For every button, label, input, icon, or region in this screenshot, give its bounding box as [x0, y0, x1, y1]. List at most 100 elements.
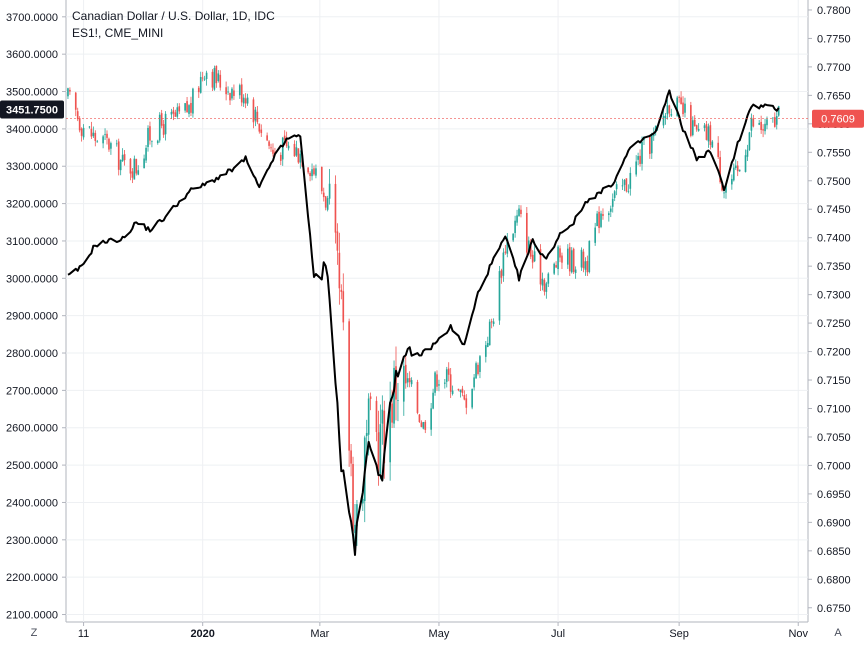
- candle-body: [512, 233, 514, 241]
- right-tick-label: 0.7300: [817, 290, 851, 302]
- overlay-symbol-label[interactable]: ES1!, CME_MINI: [72, 26, 164, 40]
- candle-body: [691, 120, 694, 136]
- candle-body: [529, 242, 532, 257]
- candle-body: [498, 271, 501, 321]
- candle-body: [465, 398, 468, 408]
- candle-body: [690, 105, 692, 136]
- left-tick-label: 2900.0000: [6, 311, 58, 323]
- candle-body: [147, 127, 149, 147]
- candle-body: [707, 126, 710, 142]
- left-corner-button[interactable]: Z: [31, 627, 38, 639]
- left-price-axis[interactable]: 2100.0000 2200.0000 2300.0000 2400.0000 2500…: [6, 12, 66, 622]
- candle-body: [516, 215, 518, 223]
- candle-body: [484, 345, 487, 357]
- right-current-price-tag: [812, 109, 864, 128]
- candle-body: [82, 127, 85, 138]
- candle-body: [570, 250, 573, 273]
- right-tick-label: 0.7250: [817, 318, 851, 330]
- candle-body: [260, 129, 263, 134]
- candle-body: [584, 261, 587, 270]
- candle-body: [449, 374, 452, 392]
- candle-body: [313, 168, 315, 175]
- candle-body: [541, 278, 544, 286]
- candle-body: [137, 170, 140, 175]
- candle-series: [67, 65, 780, 554]
- candle-body: [477, 364, 479, 375]
- candle-body: [211, 71, 214, 88]
- candle-body: [772, 117, 774, 119]
- candle-body: [574, 269, 577, 273]
- left-tick-label: 3700.0000: [6, 12, 58, 24]
- candle-body: [752, 118, 755, 127]
- candle-body: [354, 524, 356, 533]
- candle-body: [572, 248, 575, 272]
- candle-body: [324, 196, 327, 208]
- candle-body: [553, 263, 555, 274]
- candle-body: [418, 414, 421, 423]
- candle-body: [654, 125, 657, 131]
- time-axis[interactable]: 11 2020 Mar May Jul Sep Nov: [78, 622, 809, 640]
- candle-body: [309, 173, 311, 176]
- candle-body: [615, 184, 618, 190]
- candle-body: [203, 78, 206, 80]
- right-tick-label: 0.7200: [817, 347, 851, 359]
- candle-body: [174, 112, 177, 117]
- right-price-axis[interactable]: 0.6750 0.6800 0.6850 0.6900 0.6950 0.7000 0.70…: [808, 5, 851, 615]
- candle-body: [760, 121, 762, 131]
- candle-body: [580, 249, 583, 268]
- candle-body: [201, 77, 204, 79]
- candle-body: [600, 213, 602, 227]
- scale-auto-label[interactable]: A: [834, 627, 842, 639]
- candle-body: [473, 377, 475, 388]
- chart-legend: Canadian Dollar / U.S. Dollar, 1D, IDC E…: [72, 8, 275, 42]
- candle-body: [684, 103, 686, 113]
- scale-z-label[interactable]: Z: [31, 627, 38, 639]
- candle-body: [90, 128, 93, 137]
- candle-body: [566, 248, 569, 265]
- candle-body: [268, 141, 270, 146]
- candle-body: [650, 134, 653, 154]
- candle-body: [244, 98, 247, 104]
- candle-body: [108, 138, 110, 150]
- candle-body: [231, 88, 233, 99]
- candle-body: [281, 137, 284, 160]
- candle-body: [746, 149, 749, 157]
- candle-body: [287, 145, 290, 149]
- candle-body: [293, 143, 296, 157]
- symbol-title[interactable]: Canadian Dollar / U.S. Dollar, 1D, IDC: [72, 9, 275, 23]
- candle-body: [356, 504, 358, 527]
- candle-body: [96, 141, 99, 143]
- candle-body: [176, 107, 179, 117]
- candle-body: [635, 161, 637, 175]
- time-tick-label: Jul: [551, 628, 565, 640]
- candle-body: [381, 409, 384, 424]
- candle-body: [676, 97, 679, 116]
- right-corner-button[interactable]: A: [834, 627, 842, 639]
- candle-body: [738, 169, 741, 172]
- candle-body: [328, 183, 331, 199]
- left-tick-label: 2500.0000: [6, 460, 58, 472]
- candle-body: [143, 158, 145, 169]
- candle-body: [475, 363, 477, 379]
- candle-body: [766, 119, 768, 126]
- candle-body: [641, 141, 643, 164]
- candle-body: [252, 99, 255, 123]
- left-tick-label: 3300.0000: [6, 161, 58, 173]
- candle-body: [609, 208, 612, 212]
- candle-body: [611, 198, 614, 207]
- candle-body: [777, 106, 780, 116]
- candle-body: [649, 135, 651, 154]
- time-tick-label: May: [429, 628, 450, 640]
- right-tick-label: 0.7400: [817, 233, 851, 245]
- candle-body: [408, 378, 411, 383]
- candle-body: [311, 169, 313, 177]
- right-current-price-label: 0.7609: [821, 114, 855, 126]
- right-tick-label: 0.7350: [817, 261, 851, 273]
- candle-body: [621, 185, 624, 187]
- time-tick-label: Sep: [669, 628, 689, 640]
- candle-body: [527, 240, 530, 254]
- candle-body: [270, 147, 272, 149]
- left-current-price-tag: [0, 100, 64, 119]
- candle-body: [666, 105, 669, 115]
